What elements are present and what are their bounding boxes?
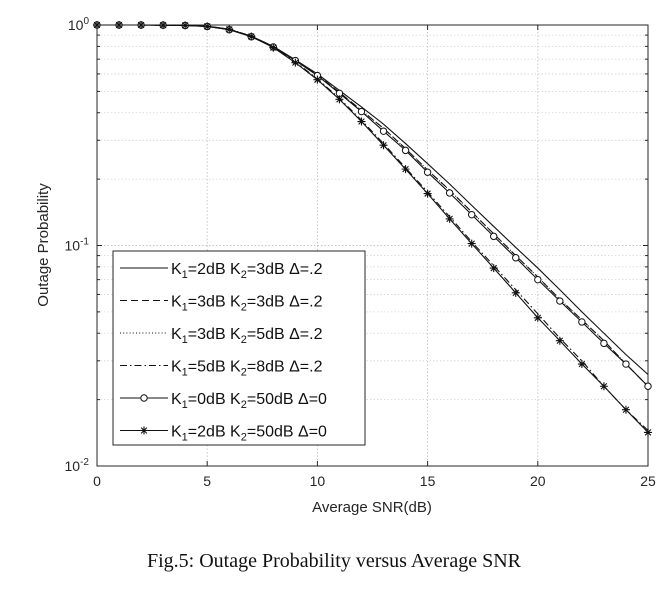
x-tick-label: 10 <box>310 473 326 489</box>
x-tick-label: 25 <box>640 473 656 489</box>
star-marker <box>489 264 498 273</box>
star-marker <box>467 239 476 248</box>
legend-box <box>112 250 366 446</box>
x-axis-label: Average SNR(dB) <box>312 499 432 516</box>
circle-marker <box>578 318 586 326</box>
figure-caption: Fig.5: Outage Probability versus Average… <box>146 550 522 572</box>
circle-marker <box>490 232 498 241</box>
legend: K1=2dB K2=3dB Δ=.2 K1=3dB K2=3dB Δ=.2 K1=3… <box>112 250 366 446</box>
circle-marker <box>622 360 630 368</box>
y-tick-label: 10-1 <box>65 237 90 254</box>
circle-marker <box>467 210 476 219</box>
x-tick-label: 20 <box>530 473 546 489</box>
legend-label: K1=5dB K2=8dB Δ=.2 <box>171 359 323 379</box>
star-marker <box>401 165 410 174</box>
star-marker <box>599 382 608 391</box>
outage-probability-chart: 0 5 10 15 20 25 10-2 10-1 100 K1=2dB K2=3dB Δ=.2… <box>35 16 656 516</box>
circle-marker <box>357 107 366 116</box>
star-marker <box>181 21 190 30</box>
series-2 <box>97 24 649 387</box>
circle-marker <box>534 275 542 284</box>
legend-label: K1=2dB K2=50dB Δ=0 <box>171 424 327 444</box>
legend-entry: K1=0dB K2=50dB Δ=0 <box>120 391 327 411</box>
y-tick-label: 100 <box>68 16 90 33</box>
star-marker <box>357 117 366 126</box>
series-line <box>97 24 649 387</box>
star-marker <box>379 141 388 150</box>
legend-entry: K1=2dB K2=50dB Δ=0 <box>120 424 327 444</box>
series-layer <box>93 21 652 437</box>
legend-label: K1=0dB K2=50dB Δ=0 <box>171 391 327 411</box>
x-tick-label: 0 <box>93 473 101 489</box>
star-marker <box>225 25 234 34</box>
star-marker <box>93 21 101 29</box>
star-marker <box>159 21 168 30</box>
circle-marker <box>512 254 520 262</box>
legend-label: K1=3dB K2=5dB Δ=.2 <box>171 326 323 346</box>
circle-marker <box>556 297 564 305</box>
y-tick-label: 10-2 <box>65 457 90 474</box>
legend-entry: K1=3dB K2=3dB Δ=.2 <box>120 294 323 314</box>
x-tick-label: 15 <box>420 473 436 489</box>
legend-label: K1=2dB K2=3dB Δ=.2 <box>171 261 323 281</box>
circle-marker <box>644 382 652 390</box>
star-marker <box>511 288 520 297</box>
legend-label: K1=3dB K2=3dB Δ=.2 <box>171 294 323 314</box>
star-marker <box>577 360 586 369</box>
star-marker <box>335 95 344 104</box>
series-6 <box>93 21 652 437</box>
star-marker <box>313 75 322 84</box>
circle-marker <box>401 146 410 155</box>
star-marker <box>555 336 564 345</box>
legend-entry: K1=2dB K2=3dB Δ=.2 <box>120 261 323 281</box>
star-marker <box>137 21 146 29</box>
circle-marker <box>140 394 148 402</box>
legend-entry: K1=5dB K2=8dB Δ=.2 <box>120 359 323 379</box>
star-marker <box>644 428 652 437</box>
star-marker <box>291 58 300 67</box>
series-4 <box>97 24 649 431</box>
star-marker <box>247 32 256 41</box>
star-marker <box>423 189 432 198</box>
star-marker <box>269 43 278 52</box>
legend-entry: K1=3dB K2=5dB Δ=.2 <box>120 326 323 346</box>
star-marker <box>445 214 454 223</box>
x-tick-label: 5 <box>203 473 211 489</box>
circle-marker <box>423 168 432 176</box>
series-line <box>97 24 649 431</box>
star-marker <box>533 313 542 322</box>
star-marker <box>140 426 148 435</box>
circle-marker <box>445 189 454 197</box>
star-marker <box>621 405 630 414</box>
star-marker <box>115 21 124 29</box>
star-marker <box>203 22 212 31</box>
circle-marker <box>600 339 608 348</box>
axis-ticks: 0 5 10 15 20 25 10-2 10-1 100 <box>65 16 656 489</box>
circle-marker <box>379 127 388 135</box>
y-axis-label: Outage Probability <box>35 183 52 307</box>
